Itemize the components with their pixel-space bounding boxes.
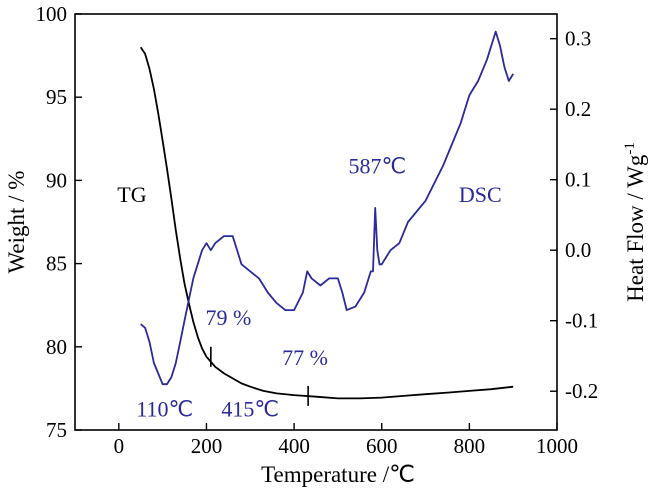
y2-tick-label: 0.3 bbox=[565, 27, 591, 51]
annotation-label-tg: TG bbox=[117, 182, 146, 207]
plot-frame bbox=[74, 13, 558, 431]
x-tick-label: 0 bbox=[114, 434, 125, 458]
y2-tick-label: 0.0 bbox=[565, 238, 591, 262]
x-tick-label: 400 bbox=[278, 434, 310, 458]
y2-axis-title-main: Heat Flow / Wg bbox=[623, 154, 648, 302]
y-tick-label: 85 bbox=[46, 252, 67, 276]
y2-tick-label: 0.2 bbox=[565, 97, 591, 121]
y-tick-label: 90 bbox=[46, 168, 67, 192]
annotation-temp-110: 110℃ bbox=[136, 397, 193, 422]
annotation-pct-77: 77 % bbox=[282, 345, 328, 370]
plot-area bbox=[74, 13, 558, 431]
series-line-tg bbox=[139, 46, 514, 400]
x-axis-title: Temperature /℃ bbox=[261, 462, 415, 487]
axis-layer: 0 200 400 600 800 1000 75 80 85 90 95 100 -0.2 -0.1 0.… bbox=[36, 2, 599, 458]
y-tick-label: 80 bbox=[46, 335, 67, 359]
x-tick-label: 800 bbox=[454, 434, 486, 458]
y2-tick-label: -0.1 bbox=[565, 309, 598, 333]
series-layer bbox=[139, 30, 514, 400]
y-axis-title: Weight / % bbox=[4, 171, 29, 274]
x-tick-label: 600 bbox=[366, 434, 398, 458]
y2-tick-label: -0.2 bbox=[565, 379, 598, 403]
annotation-pct-79: 79 % bbox=[205, 305, 251, 330]
y-tick-label: 95 bbox=[46, 85, 67, 109]
series-line-dsc bbox=[140, 30, 514, 386]
y2-tick-label: 0.1 bbox=[565, 168, 591, 192]
x-tick-label: 1000 bbox=[536, 434, 578, 458]
x-tick-label: 200 bbox=[191, 434, 223, 458]
annotation-label-dsc: DSC bbox=[459, 182, 502, 207]
y-tick-label: 75 bbox=[46, 418, 67, 442]
y2-axis-title: Heat Flow / Wg-1 bbox=[622, 142, 648, 302]
y-tick-label: 100 bbox=[36, 2, 68, 26]
annotation-peak-587: 587℃ bbox=[348, 154, 406, 179]
annotation-layer: TG DSC 587℃ 79 % 77 % 110℃ 415℃ bbox=[117, 154, 501, 422]
y2-axis-title-superscript: -1 bbox=[622, 142, 638, 155]
annotation-temp-415: 415℃ bbox=[221, 397, 279, 422]
